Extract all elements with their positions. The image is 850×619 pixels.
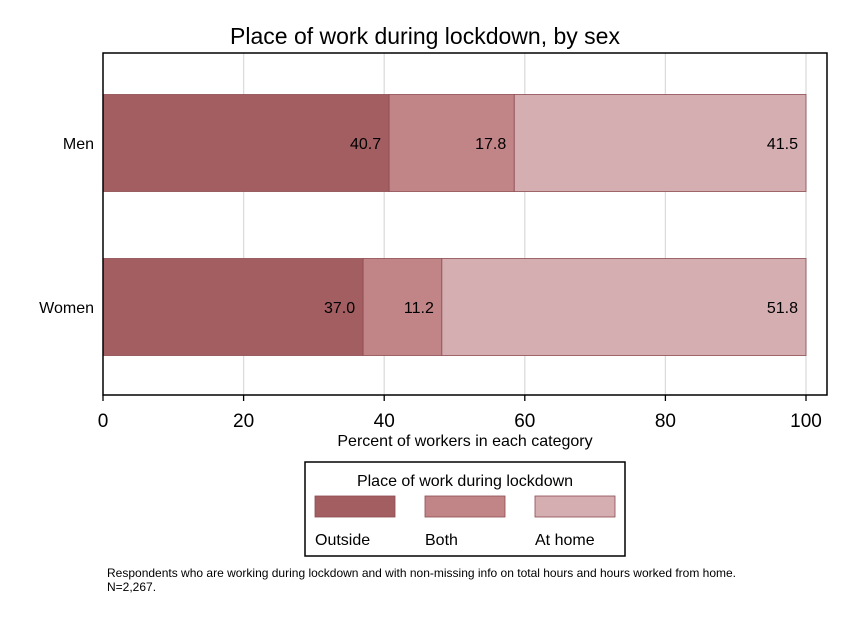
x-tick-label: 100 bbox=[790, 411, 822, 432]
data-label: 17.8 bbox=[475, 136, 506, 153]
x-tick-label: 60 bbox=[514, 411, 535, 432]
data-label: 37.0 bbox=[324, 300, 355, 317]
data-label: 51.8 bbox=[767, 300, 798, 317]
legend-label: At home bbox=[535, 532, 595, 549]
legend-label: Both bbox=[425, 532, 458, 549]
x-tick-label: 20 bbox=[233, 411, 254, 432]
x-tick-label: 80 bbox=[655, 411, 676, 432]
bar-segment bbox=[441, 258, 807, 356]
footnote-line-1: Respondents who are working during lockd… bbox=[107, 566, 737, 580]
legend-label: Outside bbox=[315, 532, 370, 549]
plot-frame bbox=[102, 52, 828, 396]
data-label: 11.2 bbox=[404, 300, 434, 317]
x-axis-label: Percent of workers in each category bbox=[337, 433, 592, 450]
data-label: 40.7 bbox=[350, 136, 381, 153]
x-tick-label: 0 bbox=[98, 411, 109, 432]
bar-segment bbox=[388, 94, 515, 192]
footnote-line-2: N=2,267. bbox=[107, 580, 157, 594]
data-label: 41.5 bbox=[767, 136, 798, 153]
legend-swatch bbox=[314, 495, 396, 518]
legend-swatch bbox=[424, 495, 506, 518]
bar-segment bbox=[513, 94, 807, 192]
plot-area: 40.7 17.8 41.5 Men 37.0 11.2 51.8 Women 0 20 40 60 8… bbox=[39, 52, 828, 432]
x-tick-label: 40 bbox=[374, 411, 395, 432]
bar-segment bbox=[102, 94, 390, 192]
chart-title: Place of work during lockdown, by sex bbox=[230, 23, 620, 49]
category-label: Men bbox=[63, 136, 94, 153]
bar-segment bbox=[362, 258, 443, 356]
footnote: Respondents who are working during lockd… bbox=[107, 566, 837, 594]
legend-title: Place of work during lockdown bbox=[357, 473, 573, 490]
legend: Place of work during lockdown Outside Bot… bbox=[304, 461, 626, 557]
legend-swatch bbox=[534, 495, 616, 518]
category-label: Women bbox=[39, 300, 94, 317]
